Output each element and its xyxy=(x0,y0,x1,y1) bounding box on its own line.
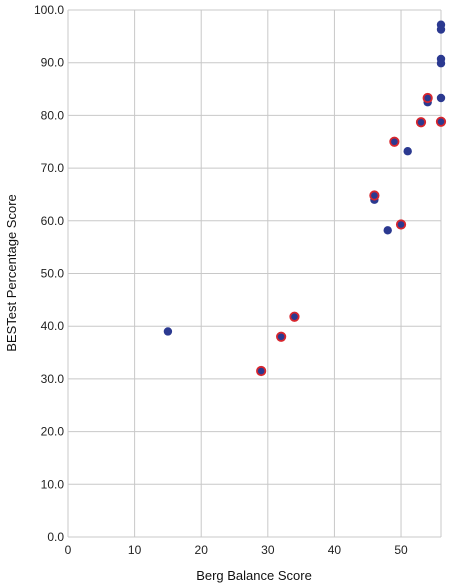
y-tick-label: 10.0 xyxy=(41,477,65,491)
y-tick-label: 30.0 xyxy=(41,372,65,386)
data-point-red-outline xyxy=(289,311,300,322)
data-point-blue xyxy=(383,226,392,235)
y-axis-title: BESTest Percentage Score xyxy=(4,194,19,352)
y-tick-label: 100.0 xyxy=(34,3,64,17)
data-point-red-outline xyxy=(422,92,433,104)
y-tick-label: 50.0 xyxy=(41,267,65,281)
data-points xyxy=(163,20,447,377)
x-tick-label: 10 xyxy=(128,543,142,557)
data-point-red-outline xyxy=(395,219,407,230)
data-point-red-outline xyxy=(415,117,427,128)
data-point-red-outline xyxy=(389,136,400,147)
x-tick-label: 30 xyxy=(261,543,275,557)
x-axis-ticks: 0 10 20 30 40 50 xyxy=(65,543,408,557)
y-tick-label: 70.0 xyxy=(41,161,65,175)
x-axis-title: Berg Balance Score xyxy=(196,568,312,583)
x-tick-label: 20 xyxy=(195,543,209,557)
y-tick-label: 20.0 xyxy=(41,425,65,439)
data-point-blue xyxy=(403,147,412,156)
y-tick-label: 60.0 xyxy=(41,214,65,228)
data-point-blue xyxy=(436,25,446,34)
data-point-blue xyxy=(436,93,446,103)
data-point-blue xyxy=(163,327,173,336)
y-tick-label: 40.0 xyxy=(41,319,65,333)
data-point-red-outline xyxy=(369,190,380,201)
x-tick-label: 50 xyxy=(394,543,408,557)
y-tick-label: 80.0 xyxy=(41,108,65,122)
y-tick-label: 90.0 xyxy=(41,56,65,70)
data-point-red-outline xyxy=(276,331,287,342)
data-point-red-outline xyxy=(435,116,447,127)
data-point-red-outline xyxy=(256,365,267,377)
y-tick-label: 0.0 xyxy=(47,530,64,544)
y-axis-ticks: 0.0 10.0 20.0 30.0 40.0 50.0 60.0 70.0 80.0 90.0 1… xyxy=(34,3,64,544)
x-tick-label: 0 xyxy=(65,543,72,557)
x-tick-label: 40 xyxy=(328,543,342,557)
gridlines xyxy=(67,9,442,538)
data-point-blue xyxy=(436,59,446,68)
